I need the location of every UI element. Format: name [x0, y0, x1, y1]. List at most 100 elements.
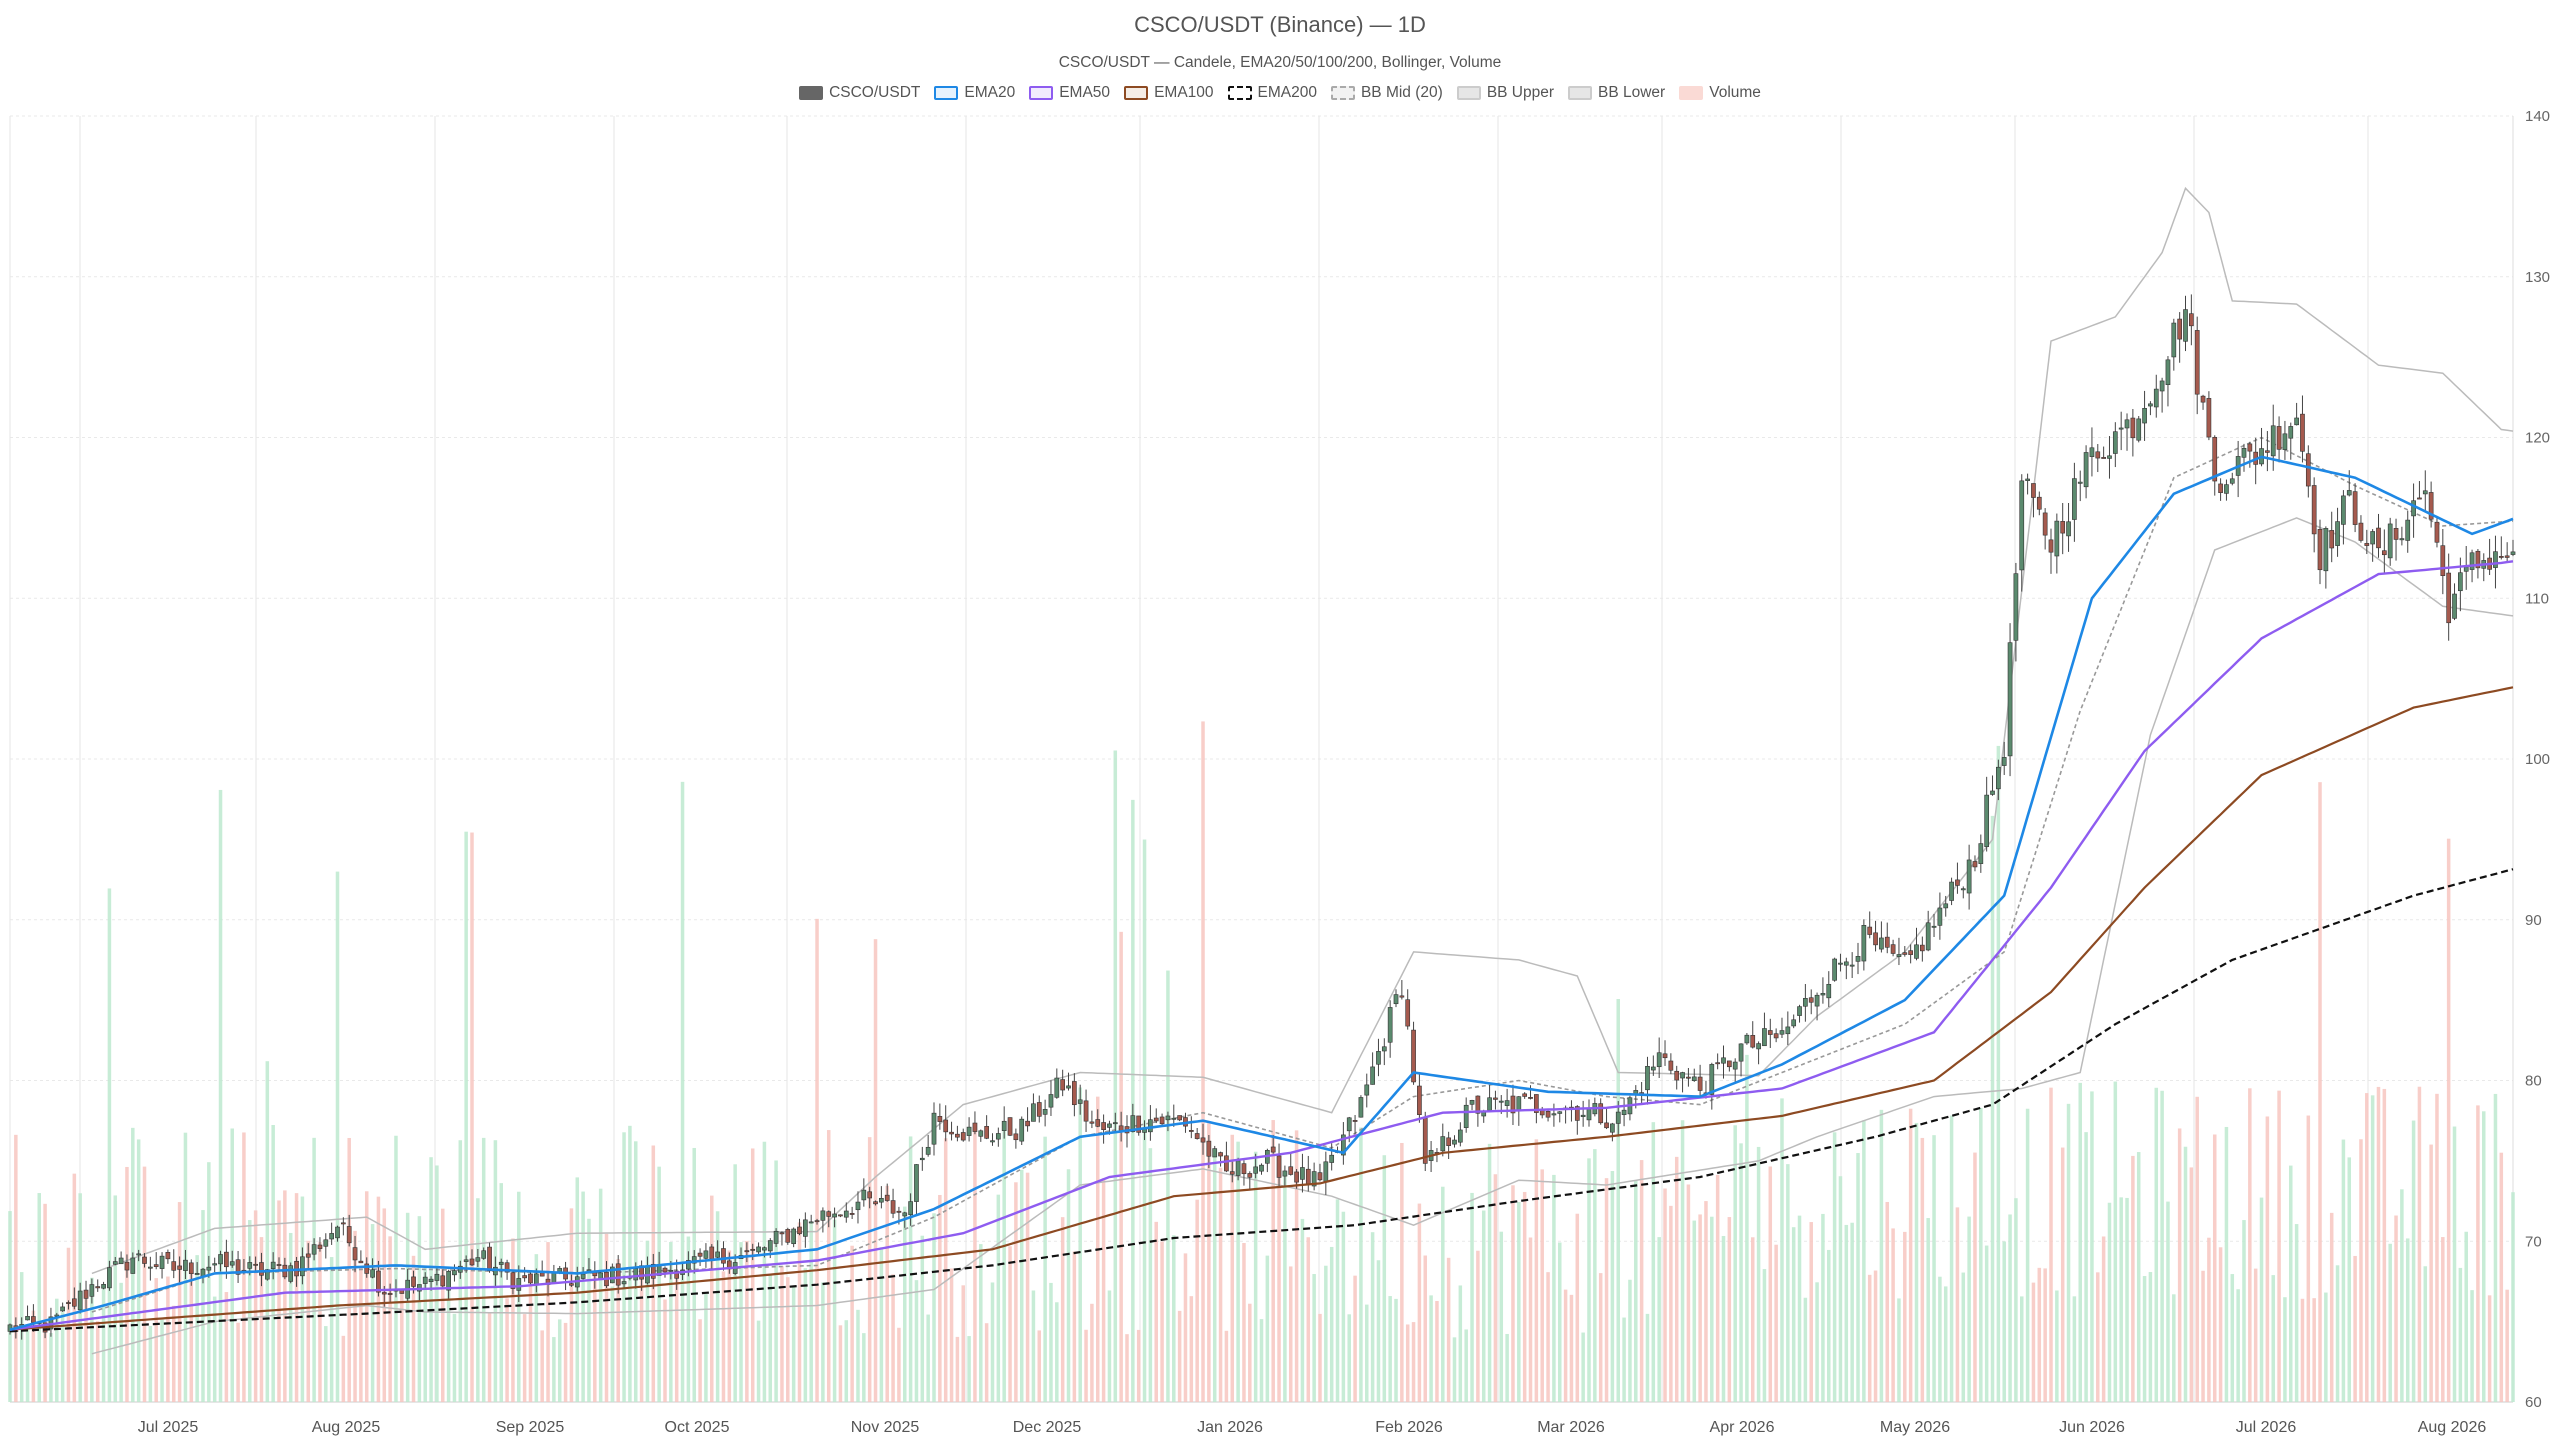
legend-item[interactable]: CSCO/USDT	[799, 84, 920, 102]
volume-bar	[101, 1287, 106, 1402]
volume-bar	[1949, 1115, 1954, 1402]
candle-up	[1615, 1111, 1621, 1124]
candle-down	[797, 1226, 802, 1235]
volume-bar	[154, 1278, 158, 1402]
volume-bar	[897, 1327, 901, 1402]
volume-bar	[1014, 1182, 1018, 1402]
candle-up	[516, 1278, 522, 1291]
volume-bar	[1558, 1242, 1562, 1402]
candle-down	[1276, 1155, 1282, 1178]
candle-up	[1165, 1115, 1171, 1121]
volume-bar	[2329, 1212, 2334, 1402]
volume-bar	[715, 1211, 720, 1402]
candle-up	[218, 1254, 223, 1265]
candle-up	[77, 1290, 83, 1311]
volume-bar	[1242, 1243, 1246, 1402]
candle-down	[2247, 443, 2253, 452]
candle-down	[411, 1276, 416, 1287]
volume-bar	[2207, 1237, 2211, 1402]
volume-bar	[546, 1242, 550, 1402]
candle-down	[785, 1229, 791, 1243]
volume-bar	[826, 1130, 831, 1402]
legend-item[interactable]: EMA20	[934, 84, 1015, 102]
candle-up	[1212, 1148, 1218, 1158]
volume-bar	[1125, 1334, 1129, 1402]
volume-bar	[2136, 1152, 2141, 1402]
legend-item[interactable]: Volume	[1679, 84, 1761, 102]
legend-item[interactable]: EMA200	[1227, 84, 1317, 102]
candle-up	[767, 1240, 773, 1252]
volume-bar	[2189, 1167, 2194, 1402]
legend-item[interactable]: BB Upper	[1456, 84, 1554, 102]
candle-up	[1259, 1164, 1264, 1172]
legend-swatch	[1227, 86, 1252, 100]
volume-bar	[1113, 750, 1118, 1402]
candle-down	[259, 1262, 264, 1276]
legend-item[interactable]: BB Lower	[1568, 84, 1665, 102]
candle-down	[662, 1267, 668, 1273]
volume-bar	[739, 1242, 743, 1402]
volume-bar	[622, 1132, 626, 1402]
volume-bar	[1926, 1218, 1930, 1402]
legend-item[interactable]: EMA100	[1124, 84, 1214, 102]
candle-up	[1762, 1028, 1767, 1047]
candle-up	[1504, 1100, 1510, 1106]
volume-bar	[1394, 1298, 1398, 1402]
candle-down	[1808, 997, 1814, 1003]
volume-bar	[1984, 1245, 1989, 1402]
volume-bar	[1441, 1186, 1445, 1402]
volume-bar	[1873, 1270, 1878, 1402]
legend-item[interactable]: BB Mid (20)	[1330, 84, 1443, 102]
candle-up	[1779, 1030, 1785, 1035]
volume-bar	[1809, 1222, 1813, 1402]
candle-up	[1879, 937, 1884, 950]
volume-bar	[166, 1276, 170, 1402]
volume-bar	[1037, 1330, 1042, 1402]
volume-bar	[1049, 1282, 1053, 1402]
volume-bar	[306, 1240, 311, 1402]
candle-up	[1253, 1166, 1258, 1174]
candle-down	[2364, 543, 2370, 546]
x-tick-label: Feb 2026	[1375, 1419, 1443, 1436]
volume-bar	[55, 1298, 59, 1402]
candle-up	[1931, 925, 1937, 928]
volume-bar	[1107, 1290, 1112, 1402]
volume-bar	[341, 1335, 346, 1402]
volume-bar	[1359, 1127, 1363, 1402]
volume-bar	[1593, 1149, 1597, 1402]
volume-bar	[207, 1162, 211, 1402]
candle-up	[2183, 309, 2188, 342]
legend-label: EMA20	[964, 84, 1016, 101]
candle-up	[1341, 1134, 1346, 1156]
candle-up	[1323, 1161, 1329, 1182]
candle-down	[972, 1122, 978, 1132]
volume-bar	[727, 1250, 732, 1402]
candle-down	[1446, 1137, 1451, 1146]
candle-down	[253, 1263, 258, 1266]
volume-bar	[1891, 1228, 1895, 1402]
volume-bar	[914, 1280, 919, 1402]
candle-up	[2346, 490, 2352, 496]
volume-bar	[119, 1282, 123, 1402]
candle-up	[2323, 528, 2329, 572]
candle-up	[1645, 1066, 1650, 1091]
candle-up	[762, 1247, 767, 1251]
candle-up	[533, 1273, 539, 1286]
volume-bar	[218, 789, 223, 1402]
candle-up	[481, 1250, 487, 1259]
legend-item[interactable]: EMA50	[1029, 84, 1110, 102]
volume-bar	[1844, 1224, 1849, 1402]
candle-down	[2048, 539, 2054, 553]
volume-bar	[2511, 1192, 2515, 1402]
candle-up	[2013, 573, 2019, 641]
candle-up	[691, 1256, 697, 1264]
volume-bar	[1862, 1120, 1866, 1402]
candle-down	[1036, 1102, 1042, 1117]
legend-swatch	[1029, 86, 1054, 100]
candle-up	[1457, 1129, 1463, 1143]
candle-down	[955, 1133, 960, 1138]
candle-down	[1399, 995, 1405, 998]
volume-bar	[1487, 1143, 1492, 1402]
volume-bar	[1177, 1310, 1182, 1402]
